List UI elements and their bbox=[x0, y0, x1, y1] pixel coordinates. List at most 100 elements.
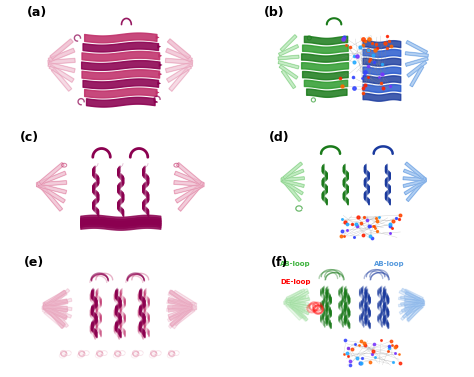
Polygon shape bbox=[48, 304, 72, 311]
Polygon shape bbox=[289, 300, 309, 305]
Polygon shape bbox=[399, 291, 418, 301]
Polygon shape bbox=[173, 299, 197, 306]
Polygon shape bbox=[167, 39, 191, 59]
Polygon shape bbox=[279, 65, 298, 79]
Polygon shape bbox=[168, 307, 192, 310]
Polygon shape bbox=[290, 302, 310, 308]
Text: AB-loop: AB-loop bbox=[374, 261, 405, 267]
Text: (d): (d) bbox=[269, 131, 290, 144]
Polygon shape bbox=[44, 301, 68, 307]
Polygon shape bbox=[169, 68, 189, 91]
Polygon shape bbox=[286, 305, 301, 320]
Polygon shape bbox=[278, 61, 299, 69]
Polygon shape bbox=[170, 308, 190, 326]
Polygon shape bbox=[406, 41, 428, 54]
Polygon shape bbox=[170, 290, 191, 308]
Polygon shape bbox=[166, 48, 192, 62]
Text: DE-loop: DE-loop bbox=[280, 279, 310, 285]
Polygon shape bbox=[44, 307, 67, 319]
Polygon shape bbox=[281, 179, 304, 187]
Polygon shape bbox=[36, 183, 66, 194]
Polygon shape bbox=[288, 303, 303, 318]
Polygon shape bbox=[170, 309, 191, 327]
Polygon shape bbox=[284, 303, 302, 314]
Polygon shape bbox=[404, 296, 424, 302]
Polygon shape bbox=[282, 70, 296, 89]
Polygon shape bbox=[178, 186, 200, 211]
Polygon shape bbox=[167, 300, 191, 310]
Polygon shape bbox=[44, 306, 67, 318]
Polygon shape bbox=[169, 306, 191, 321]
Polygon shape bbox=[169, 300, 192, 308]
Polygon shape bbox=[281, 177, 304, 181]
Polygon shape bbox=[405, 52, 428, 57]
Polygon shape bbox=[48, 298, 72, 307]
Polygon shape bbox=[165, 62, 192, 73]
Polygon shape bbox=[407, 61, 427, 77]
Polygon shape bbox=[174, 171, 203, 186]
Polygon shape bbox=[168, 299, 192, 308]
Polygon shape bbox=[44, 305, 68, 312]
Polygon shape bbox=[48, 58, 75, 64]
Polygon shape bbox=[405, 289, 423, 300]
Polygon shape bbox=[44, 300, 68, 307]
Polygon shape bbox=[403, 169, 426, 181]
Polygon shape bbox=[36, 181, 67, 186]
Polygon shape bbox=[290, 303, 309, 308]
Polygon shape bbox=[290, 289, 308, 300]
Polygon shape bbox=[166, 65, 191, 82]
Polygon shape bbox=[399, 297, 418, 303]
Polygon shape bbox=[168, 307, 191, 317]
Polygon shape bbox=[43, 305, 67, 309]
Polygon shape bbox=[44, 290, 66, 305]
Polygon shape bbox=[292, 306, 307, 322]
Polygon shape bbox=[42, 301, 66, 310]
Polygon shape bbox=[168, 305, 192, 309]
Polygon shape bbox=[176, 162, 201, 184]
Polygon shape bbox=[401, 305, 416, 320]
Polygon shape bbox=[405, 291, 423, 303]
Polygon shape bbox=[168, 293, 190, 308]
Polygon shape bbox=[168, 300, 192, 307]
Polygon shape bbox=[48, 62, 75, 73]
Polygon shape bbox=[401, 288, 419, 300]
Polygon shape bbox=[282, 180, 303, 195]
Polygon shape bbox=[405, 305, 424, 314]
Polygon shape bbox=[174, 181, 204, 186]
Polygon shape bbox=[284, 290, 302, 302]
Polygon shape bbox=[403, 177, 427, 181]
Polygon shape bbox=[289, 296, 309, 302]
Polygon shape bbox=[404, 303, 424, 308]
Polygon shape bbox=[292, 303, 306, 319]
Polygon shape bbox=[51, 68, 72, 91]
Polygon shape bbox=[405, 57, 428, 66]
Polygon shape bbox=[48, 48, 75, 62]
Polygon shape bbox=[47, 308, 64, 328]
Polygon shape bbox=[50, 39, 73, 59]
Polygon shape bbox=[44, 311, 64, 328]
Polygon shape bbox=[43, 305, 67, 312]
Polygon shape bbox=[406, 182, 423, 201]
Polygon shape bbox=[291, 291, 309, 303]
Polygon shape bbox=[43, 299, 67, 308]
Polygon shape bbox=[170, 290, 191, 307]
Polygon shape bbox=[291, 291, 308, 303]
Polygon shape bbox=[48, 307, 72, 318]
Polygon shape bbox=[280, 35, 297, 51]
Polygon shape bbox=[51, 307, 68, 327]
Polygon shape bbox=[44, 306, 68, 311]
Polygon shape bbox=[402, 303, 419, 318]
Polygon shape bbox=[37, 171, 66, 186]
Polygon shape bbox=[49, 65, 74, 82]
Polygon shape bbox=[404, 302, 423, 311]
Polygon shape bbox=[172, 308, 189, 329]
Text: (f): (f) bbox=[271, 256, 289, 269]
Polygon shape bbox=[284, 302, 303, 307]
Polygon shape bbox=[50, 289, 70, 307]
Polygon shape bbox=[407, 303, 421, 319]
Polygon shape bbox=[42, 309, 65, 321]
Polygon shape bbox=[410, 66, 424, 87]
Polygon shape bbox=[44, 307, 67, 319]
Polygon shape bbox=[405, 299, 425, 303]
Text: (c): (c) bbox=[20, 131, 39, 144]
